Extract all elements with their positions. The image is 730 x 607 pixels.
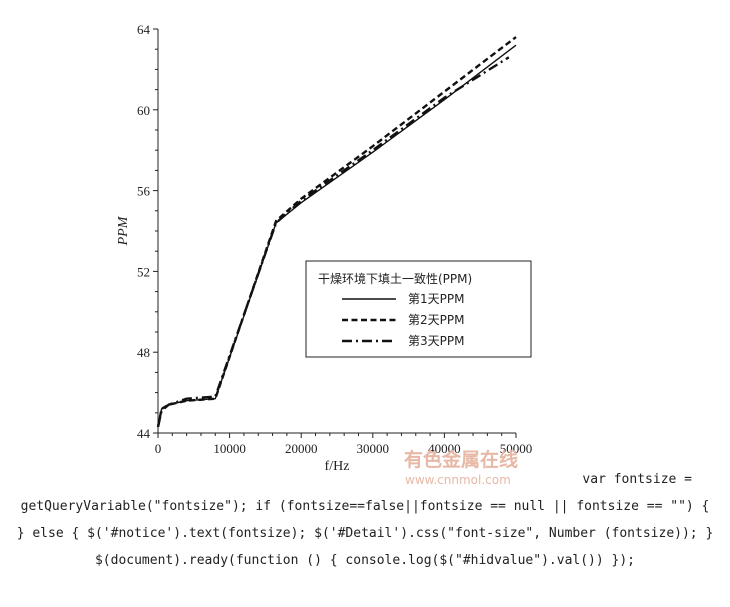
series-line-2 [156,36,517,428]
axes [157,29,516,434]
y-tick-label: 48 [137,345,150,360]
y-tick-label: 52 [137,264,150,279]
x-tick-label: 40000 [428,441,461,456]
watermark-cn: 有色金属在线 [404,448,518,471]
legend-entry-2: 第2天PPM [408,313,464,327]
legend-title: 干燥环境下填土一致性(PPM) [318,271,472,286]
x-axis-label: f/Hz [325,459,350,474]
watermark-en: www.cnnmol.com [405,473,511,487]
series-line-1 [157,44,517,428]
legend-entry-1: 第1天PPM [408,292,464,306]
chart-container: 0 10000 20000 30000 40000 50000 44 48 52 56 60 64 干… [116,22,532,487]
x-tick-label: 50000 [500,441,533,456]
y-tick-label: 44 [137,426,151,441]
series-group [156,36,517,428]
y-tick-label: 60 [137,103,150,118]
script-text: var fontsize = getQueryVariable("fontsiz… [14,466,716,574]
x-tick-label: 0 [155,441,162,456]
legend-entry-3: 第3天PPM [408,334,464,348]
x-tick-label: 20000 [285,441,318,456]
script-text-body: getQueryVariable("fontsize"); if (fontsi… [16,499,714,568]
tick-group: 0 10000 20000 30000 40000 50000 44 48 52 56 60 64 [137,22,532,456]
y-tick-label: 64 [137,22,151,37]
legend: 干燥环境下填土一致性(PPM) 第1天PPM 第2天PPM 第3天PPM [305,260,532,358]
ppm-line-chart: 0 10000 20000 30000 40000 50000 44 48 52 56 60 64 干… [116,22,532,487]
y-tick-label: 56 [137,184,151,199]
series-line-3 [156,56,510,428]
x-tick-label: 10000 [213,441,246,456]
y-axis-label: PPM [116,215,131,246]
x-tick-label: 30000 [357,441,390,456]
script-text-line1: var fontsize = [582,472,692,487]
